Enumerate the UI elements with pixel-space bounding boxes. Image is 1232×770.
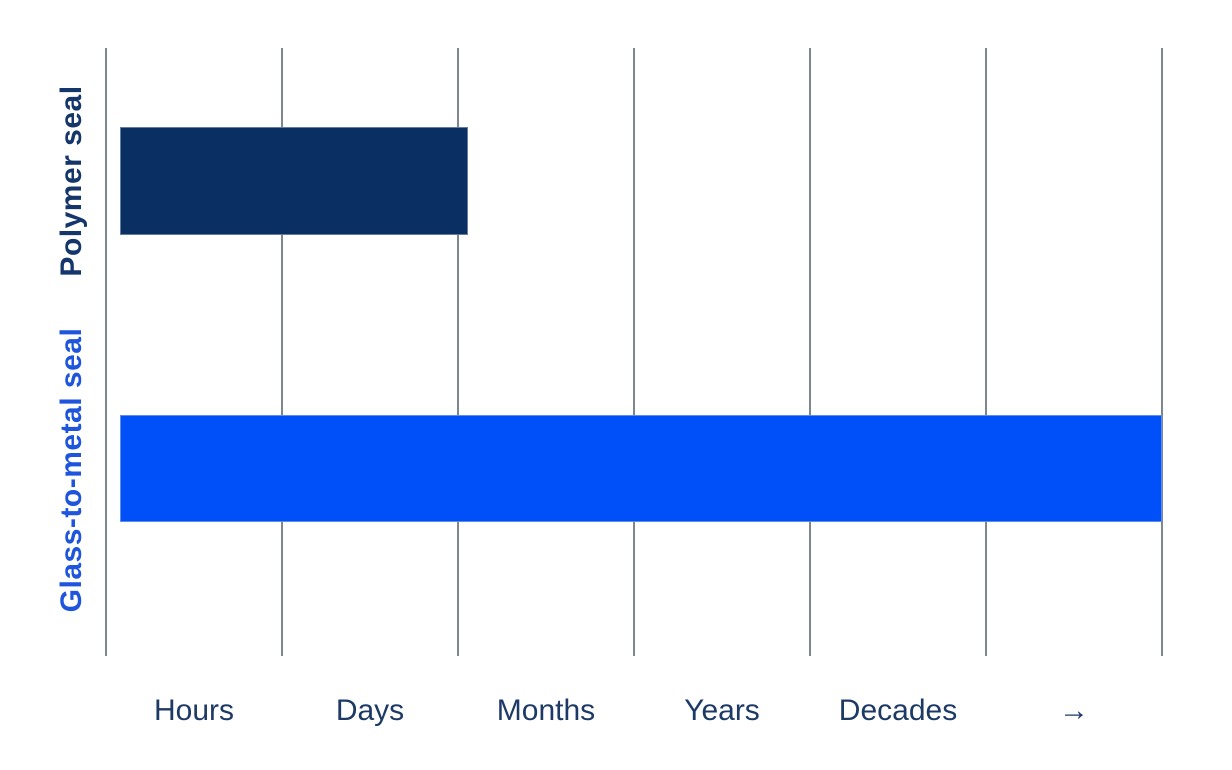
- gridline-0: [105, 48, 107, 656]
- plot-area: [105, 48, 1163, 656]
- x-axis-tick-labels: Hours Days Months Years Decades →: [106, 694, 1162, 740]
- gridline-4: [809, 48, 811, 656]
- x-tick-label-years: Years: [684, 694, 760, 727]
- gridline-6: [1161, 48, 1163, 656]
- gridline-5: [985, 48, 987, 656]
- x-tick-label-days: Days: [335, 694, 405, 727]
- gridline-1: [281, 48, 283, 656]
- gridline-2: [457, 48, 459, 656]
- bar-polymer-seal: [120, 127, 469, 235]
- bar-glass-to-metal-seal: [120, 415, 1162, 522]
- x-tick-arrow-icon: →: [1059, 694, 1089, 727]
- x-tick-label-months: Months: [496, 694, 596, 727]
- gridline-3: [633, 48, 635, 656]
- x-tick-label-decades: Decades: [838, 694, 958, 727]
- x-tick-label-hours: Hours: [153, 694, 235, 727]
- y-axis-label-polymer-seal: Polymer seal: [55, 85, 88, 277]
- y-axis-label-glass-to-metal-seal: Glass-to-metal seal: [55, 327, 88, 613]
